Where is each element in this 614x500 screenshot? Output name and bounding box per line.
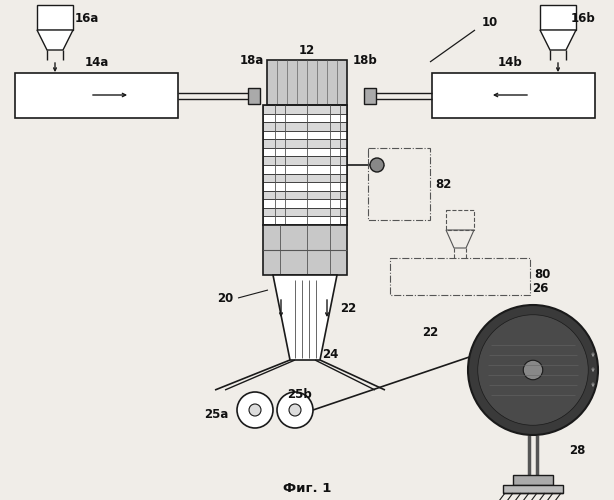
Bar <box>248 88 260 104</box>
Bar <box>364 88 376 104</box>
Text: 14b: 14b <box>497 56 523 68</box>
Text: 18a: 18a <box>240 54 264 66</box>
Bar <box>540 5 576 30</box>
Bar <box>37 5 73 30</box>
Circle shape <box>523 360 543 380</box>
Circle shape <box>289 404 301 416</box>
Text: 16a: 16a <box>75 12 99 24</box>
Bar <box>263 216 347 225</box>
Bar <box>263 130 347 140</box>
Bar <box>267 60 347 105</box>
Bar <box>263 105 347 225</box>
Circle shape <box>237 392 273 428</box>
Text: 16b: 16b <box>570 12 596 24</box>
Polygon shape <box>540 30 576 50</box>
Bar <box>263 190 347 200</box>
Bar <box>513 475 553 485</box>
Text: 82: 82 <box>435 178 451 192</box>
Bar <box>263 156 347 165</box>
Bar <box>263 200 347 208</box>
Text: 14a: 14a <box>85 56 109 68</box>
Text: 22: 22 <box>422 326 438 340</box>
Text: 80: 80 <box>534 268 550 281</box>
Circle shape <box>370 158 384 172</box>
Text: 25b: 25b <box>287 388 313 402</box>
Text: Фиг. 1: Фиг. 1 <box>283 482 331 494</box>
Bar <box>263 165 347 173</box>
Bar <box>503 485 563 493</box>
Polygon shape <box>273 275 337 360</box>
Bar <box>263 148 347 156</box>
Text: 12: 12 <box>299 44 315 57</box>
Text: 10: 10 <box>482 16 498 28</box>
Text: 25a: 25a <box>204 408 228 422</box>
Text: 20: 20 <box>217 292 233 304</box>
Bar <box>263 105 347 114</box>
Bar <box>432 73 595 118</box>
Polygon shape <box>37 30 73 50</box>
Bar <box>390 258 530 295</box>
Bar <box>263 140 347 148</box>
Text: 28: 28 <box>569 444 585 456</box>
Text: 26: 26 <box>532 282 548 294</box>
Text: 18b: 18b <box>352 54 378 66</box>
Bar <box>263 225 347 275</box>
Bar <box>263 208 347 216</box>
Bar <box>263 182 347 190</box>
Bar <box>263 122 347 130</box>
Bar <box>446 210 474 230</box>
Circle shape <box>468 305 598 435</box>
Circle shape <box>478 315 588 425</box>
Circle shape <box>277 392 313 428</box>
Bar <box>263 174 347 182</box>
Text: 24: 24 <box>322 348 338 362</box>
Text: 22: 22 <box>340 302 356 314</box>
Circle shape <box>249 404 261 416</box>
Bar <box>368 148 430 220</box>
Bar <box>15 73 178 118</box>
Bar <box>263 114 347 122</box>
